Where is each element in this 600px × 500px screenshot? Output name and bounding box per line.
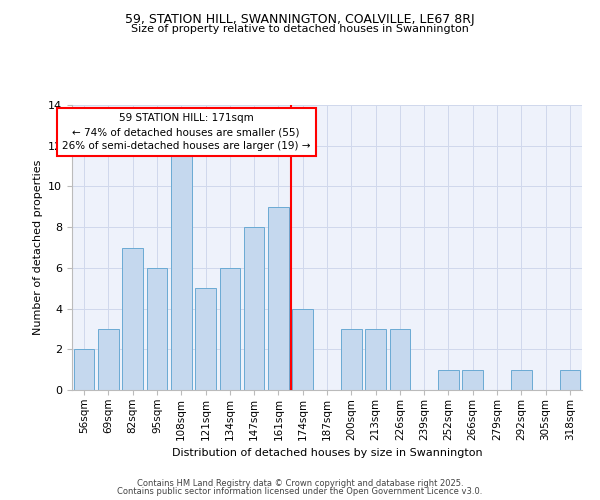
Bar: [341, 329, 362, 390]
Bar: [195, 288, 216, 390]
Text: 59 STATION HILL: 171sqm
← 74% of detached houses are smaller (55)
26% of semi-de: 59 STATION HILL: 171sqm ← 74% of detache…: [62, 113, 310, 151]
Bar: [171, 146, 191, 390]
Bar: [365, 329, 386, 390]
Bar: [463, 370, 483, 390]
Bar: [268, 207, 289, 390]
Bar: [146, 268, 167, 390]
X-axis label: Distribution of detached houses by size in Swannington: Distribution of detached houses by size …: [172, 448, 482, 458]
Bar: [560, 370, 580, 390]
Bar: [292, 308, 313, 390]
Text: Contains public sector information licensed under the Open Government Licence v3: Contains public sector information licen…: [118, 487, 482, 496]
Bar: [389, 329, 410, 390]
Bar: [98, 329, 119, 390]
Bar: [511, 370, 532, 390]
Bar: [244, 227, 265, 390]
Y-axis label: Number of detached properties: Number of detached properties: [32, 160, 43, 335]
Text: Contains HM Land Registry data © Crown copyright and database right 2025.: Contains HM Land Registry data © Crown c…: [137, 478, 463, 488]
Text: 59, STATION HILL, SWANNINGTON, COALVILLE, LE67 8RJ: 59, STATION HILL, SWANNINGTON, COALVILLE…: [125, 12, 475, 26]
Bar: [220, 268, 240, 390]
Bar: [122, 248, 143, 390]
Bar: [74, 350, 94, 390]
Bar: [438, 370, 459, 390]
Text: Size of property relative to detached houses in Swannington: Size of property relative to detached ho…: [131, 24, 469, 34]
